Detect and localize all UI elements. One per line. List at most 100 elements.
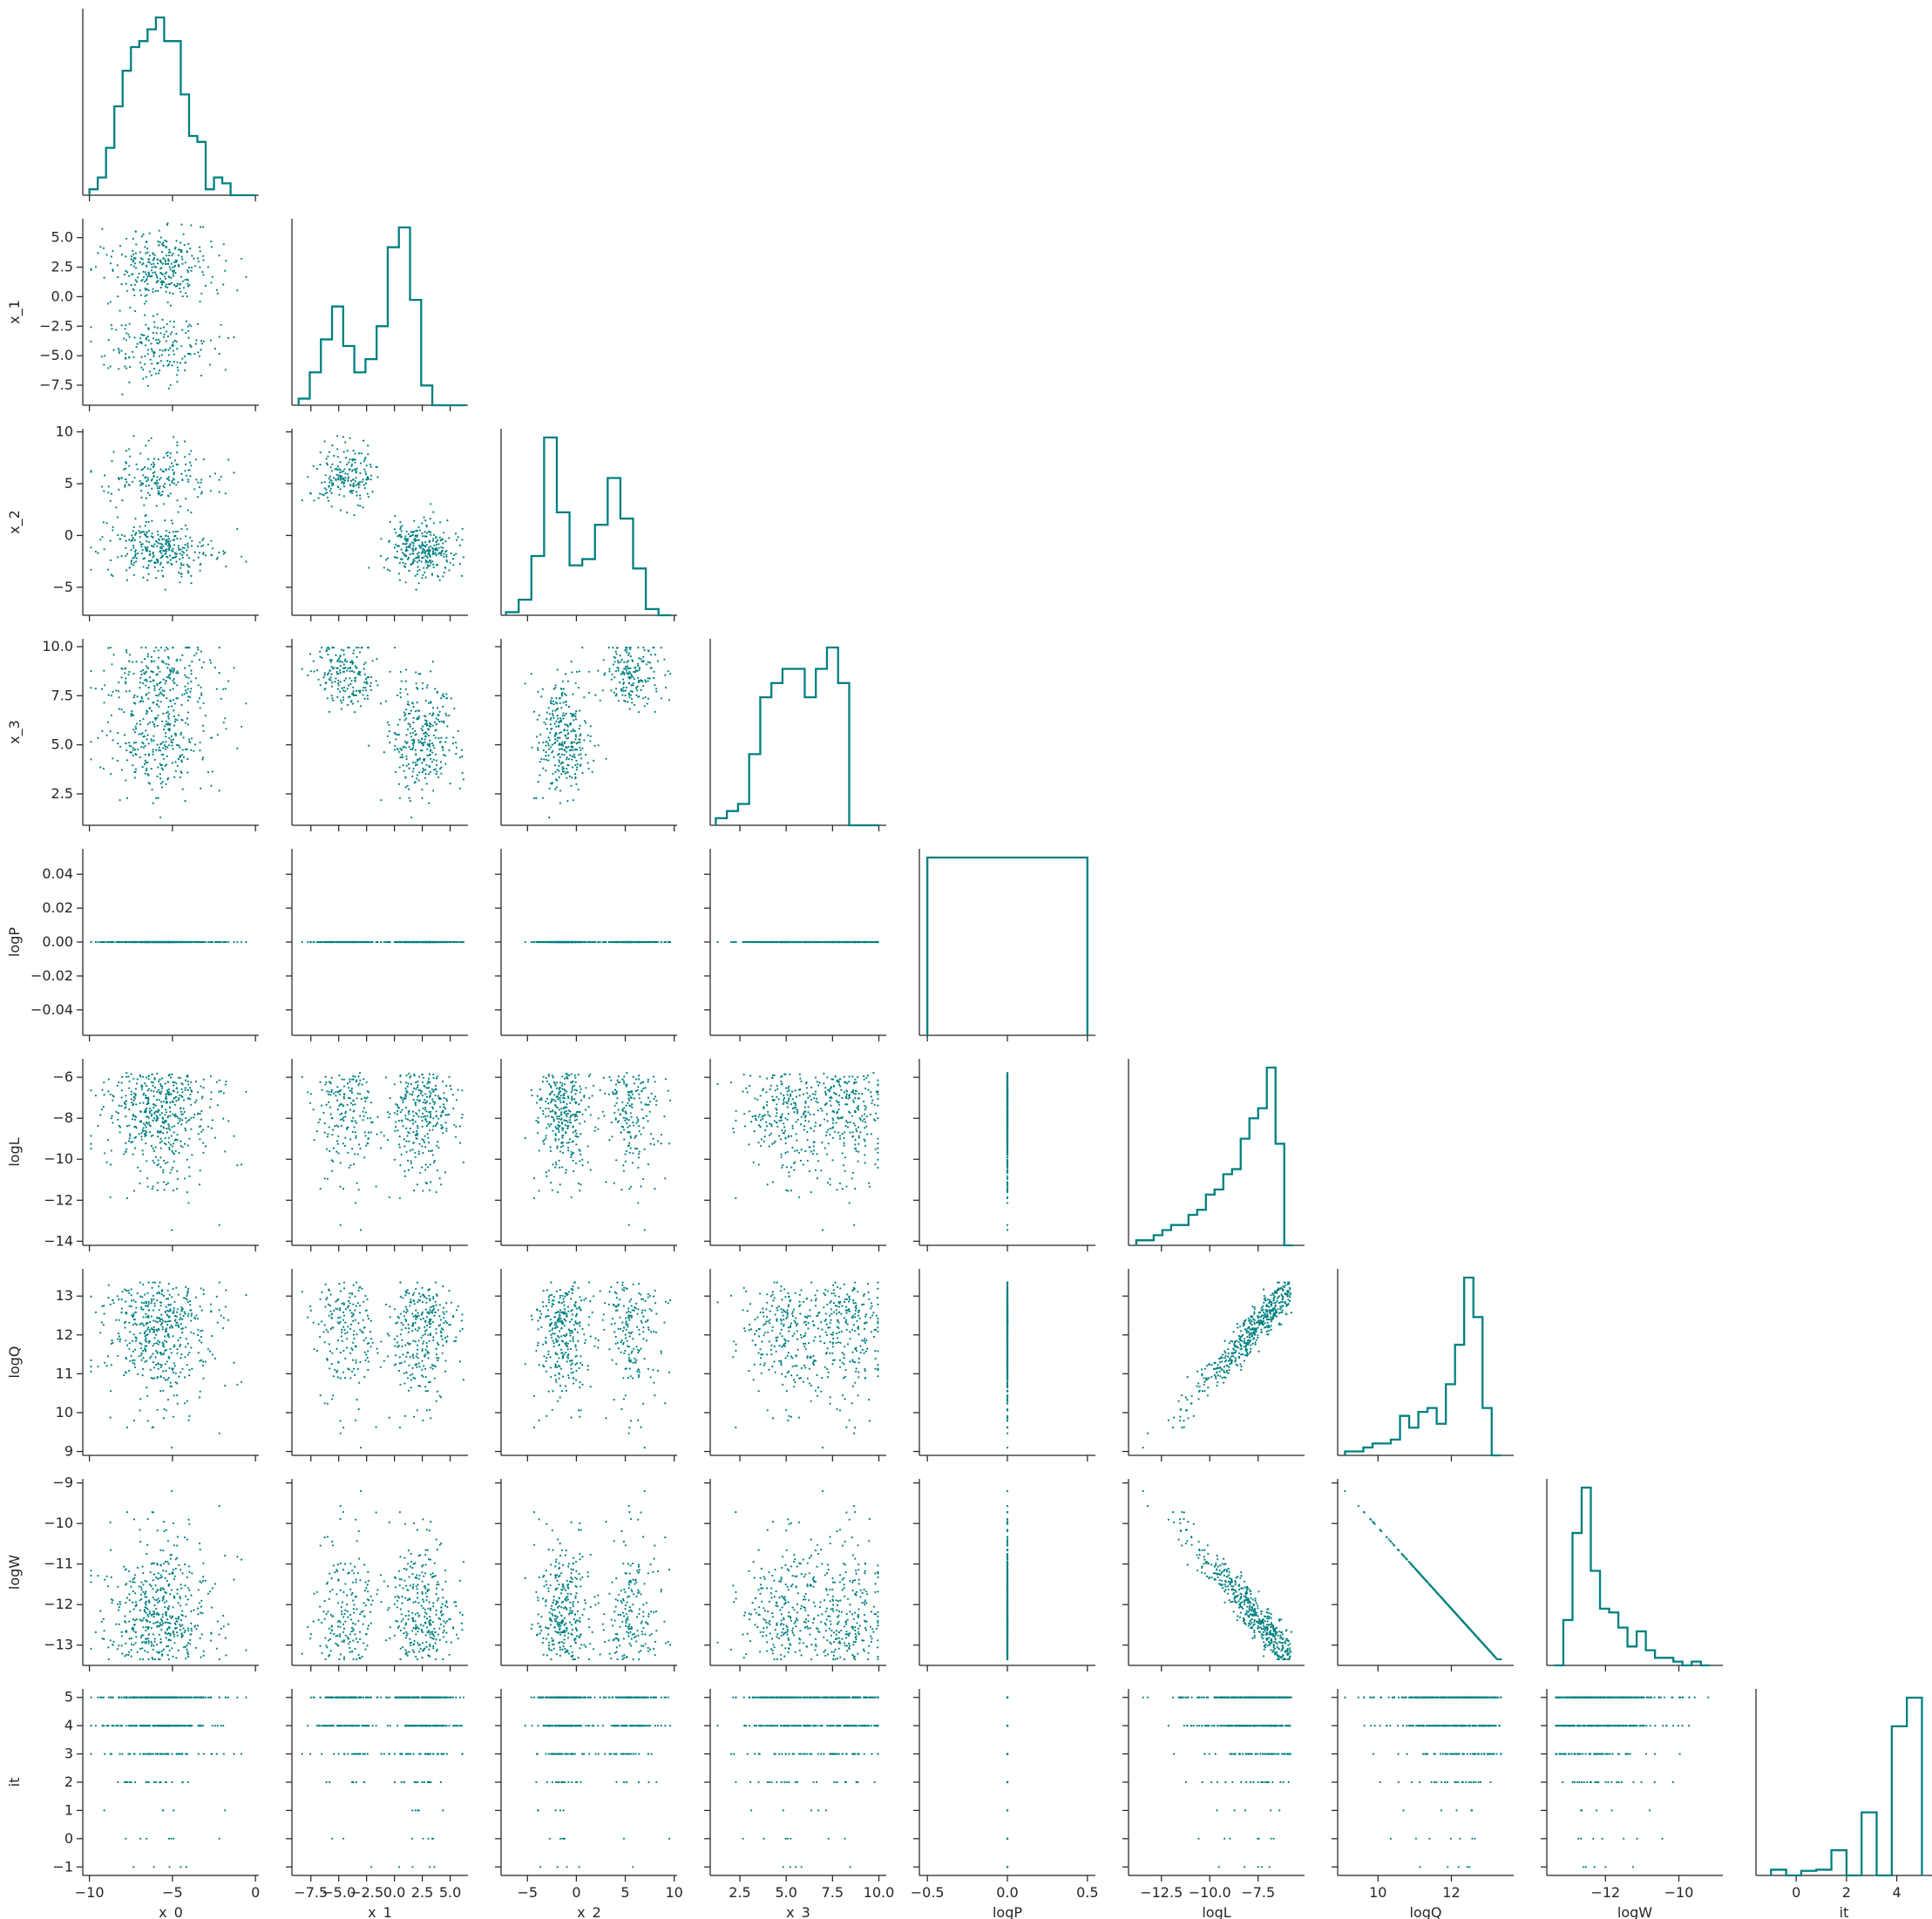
point bbox=[589, 740, 592, 743]
point bbox=[329, 490, 331, 492]
point bbox=[200, 226, 202, 228]
point bbox=[146, 261, 149, 263]
point bbox=[418, 544, 421, 547]
point bbox=[364, 482, 367, 485]
point bbox=[149, 721, 152, 724]
point bbox=[577, 788, 580, 791]
point bbox=[361, 480, 363, 483]
point bbox=[155, 332, 158, 335]
point bbox=[638, 695, 641, 698]
point bbox=[411, 562, 415, 565]
point bbox=[177, 571, 180, 574]
point bbox=[558, 732, 561, 735]
point bbox=[384, 940, 388, 944]
point bbox=[153, 265, 156, 268]
point bbox=[173, 715, 175, 718]
y-tick-label: −7.5 bbox=[39, 376, 73, 393]
point bbox=[151, 349, 153, 352]
point bbox=[560, 748, 563, 750]
point bbox=[159, 549, 162, 553]
point bbox=[575, 759, 578, 763]
point bbox=[224, 688, 227, 690]
point bbox=[406, 549, 409, 552]
point bbox=[349, 661, 352, 664]
point bbox=[190, 669, 193, 672]
point bbox=[184, 261, 186, 264]
point bbox=[187, 676, 190, 679]
point bbox=[644, 679, 647, 681]
point bbox=[202, 254, 205, 257]
point bbox=[349, 468, 351, 471]
point bbox=[152, 802, 154, 804]
point bbox=[169, 670, 172, 673]
point bbox=[97, 252, 99, 254]
point bbox=[325, 940, 328, 944]
point bbox=[167, 363, 170, 366]
point bbox=[147, 289, 150, 292]
point bbox=[422, 940, 424, 944]
point bbox=[435, 543, 438, 546]
point bbox=[169, 333, 172, 336]
point bbox=[336, 469, 339, 471]
point bbox=[112, 940, 114, 944]
point bbox=[627, 654, 630, 657]
point bbox=[180, 575, 183, 578]
point bbox=[199, 541, 201, 544]
point bbox=[574, 734, 577, 736]
point bbox=[153, 739, 155, 742]
point bbox=[452, 940, 455, 944]
point bbox=[132, 673, 135, 675]
point bbox=[424, 531, 426, 533]
point bbox=[429, 540, 431, 543]
point bbox=[130, 263, 132, 267]
point bbox=[172, 273, 174, 275]
point bbox=[323, 688, 326, 691]
point bbox=[187, 329, 190, 332]
panel-x_2-vs-x_2 bbox=[500, 429, 677, 621]
point bbox=[634, 671, 637, 674]
point bbox=[367, 675, 369, 679]
point bbox=[170, 281, 173, 284]
point bbox=[561, 691, 564, 695]
point bbox=[354, 940, 356, 944]
point bbox=[116, 264, 119, 267]
point bbox=[134, 731, 137, 734]
point bbox=[383, 566, 385, 569]
point bbox=[146, 536, 149, 539]
point bbox=[173, 326, 175, 329]
point bbox=[562, 680, 565, 682]
panel-logP-vs-x_1 bbox=[286, 849, 468, 1041]
point bbox=[312, 464, 315, 467]
point bbox=[433, 769, 436, 771]
point bbox=[169, 320, 172, 322]
point bbox=[564, 673, 567, 675]
y-tick-label: 5 bbox=[64, 475, 73, 492]
point bbox=[423, 516, 425, 519]
point bbox=[171, 762, 173, 764]
point bbox=[404, 550, 407, 553]
point bbox=[169, 457, 172, 459]
point bbox=[613, 656, 617, 659]
point bbox=[583, 720, 586, 722]
point bbox=[380, 538, 383, 540]
point bbox=[170, 276, 173, 279]
point bbox=[575, 670, 579, 674]
point bbox=[202, 940, 205, 944]
point bbox=[168, 283, 172, 286]
point bbox=[397, 694, 399, 696]
point bbox=[180, 564, 183, 566]
point bbox=[428, 552, 430, 554]
point bbox=[153, 561, 157, 564]
point bbox=[132, 564, 134, 566]
point bbox=[220, 323, 222, 326]
point bbox=[184, 524, 186, 527]
point bbox=[407, 532, 410, 535]
point bbox=[342, 670, 345, 673]
point bbox=[146, 241, 148, 244]
point bbox=[407, 712, 410, 715]
point bbox=[160, 555, 164, 558]
point bbox=[159, 763, 161, 765]
point bbox=[436, 707, 438, 709]
point bbox=[152, 753, 154, 756]
